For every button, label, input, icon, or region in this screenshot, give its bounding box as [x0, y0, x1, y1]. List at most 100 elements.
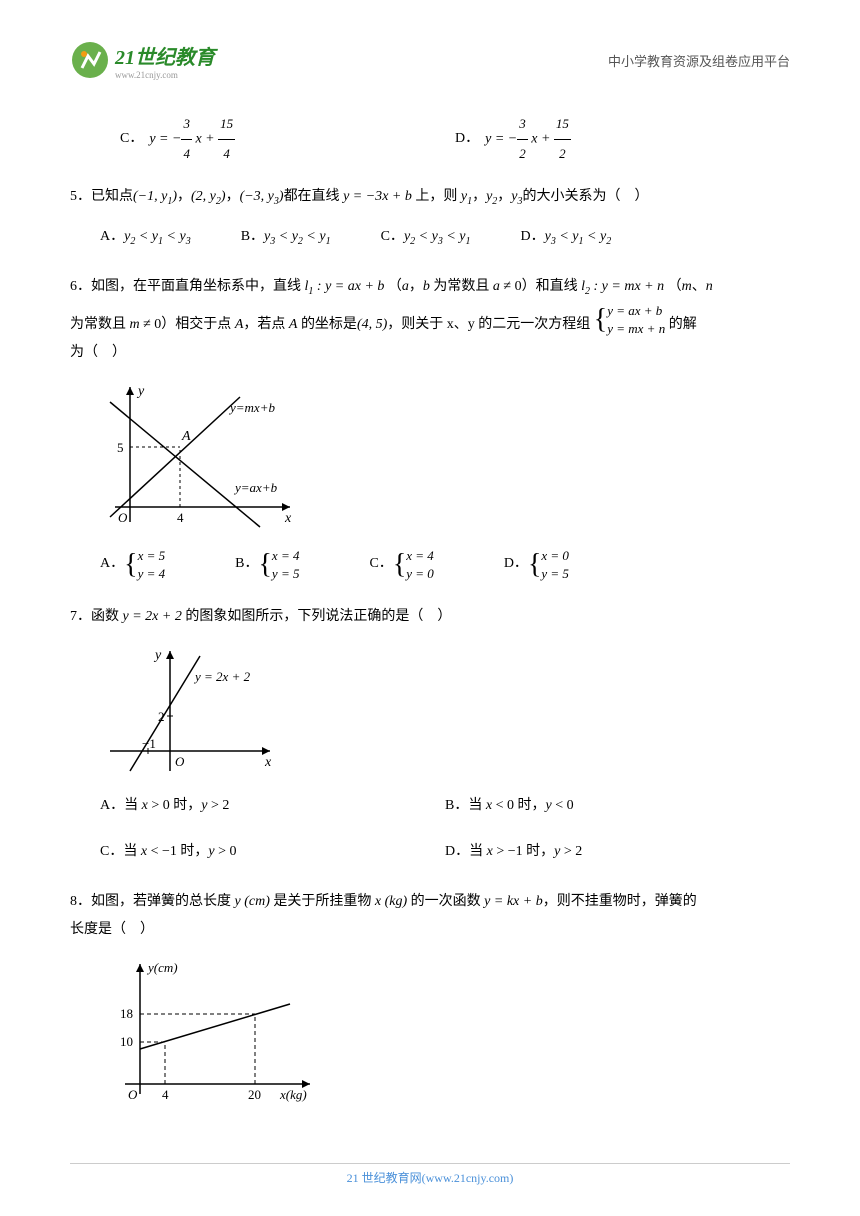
q5-number: 5．: [70, 189, 91, 204]
q5-p2: (2, y2): [191, 189, 226, 204]
l: A．: [100, 791, 124, 822]
q5-c2: ，: [226, 189, 240, 204]
q5-c1: ，: [177, 189, 191, 204]
q6b: B．{x = 4y = 5: [235, 547, 299, 583]
logo-icon: [70, 40, 110, 80]
q6l1: l1 : y = ax + b: [301, 279, 388, 294]
q5-opt-c: C．y2 < y3 < y1: [381, 222, 471, 253]
q6pa: (4, 5): [357, 317, 387, 332]
q8-graph: 18 10 4 20 O x(kg) y(cm): [100, 954, 790, 1104]
q7-graph: 2 −1 O x y y = 2x + 2: [100, 641, 790, 781]
svg-text:4: 4: [162, 1087, 169, 1102]
option-label-d: D．: [455, 124, 479, 155]
t: 长度是（ ）: [70, 922, 154, 937]
q6n: 6．: [70, 279, 91, 294]
t: 是关于所挂重物: [273, 894, 371, 909]
page-header: 21世纪教育 www.21cnjy.com 中小学教育资源及组卷应用平台: [70, 40, 790, 80]
e: y = 5: [541, 565, 569, 583]
n: 8．: [70, 894, 91, 909]
q7a: A．当 x > 0 时，y > 2: [100, 791, 445, 822]
q5-p1: (−1, y1): [133, 189, 177, 204]
q4-optc-math: y = −34 x + 154: [149, 110, 235, 168]
logo-text: 21世纪教育: [115, 47, 215, 69]
svg-text:5: 5: [117, 440, 124, 455]
q6-graph: A 5 4 O x y y=mx+b y=ax+b: [100, 377, 790, 537]
q5-t1: 已知点: [91, 189, 133, 204]
svg-text:−1: −1: [142, 736, 156, 751]
q5a: y2 < y1 < y3: [124, 222, 191, 253]
t: 当 x > −1 时，y > 2: [469, 837, 582, 868]
l: D．: [504, 549, 528, 580]
t: 当 x < 0 时，y < 0: [468, 791, 573, 822]
q4-option-d: D． y = −32 x + 152: [455, 110, 790, 168]
logo-url: www.21cnjy.com: [115, 70, 215, 80]
q5-options: A．y2 < y1 < y3 B．y3 < y2 < y1 C．y2 < y3 …: [100, 222, 790, 253]
svg-text:x: x: [284, 511, 292, 526]
q5-y1: y1: [457, 189, 472, 204]
q6a: A．{x = 5y = 4: [100, 547, 165, 583]
q6t2: （a，b 为常数且 a ≠ 0）和直线: [388, 279, 578, 294]
q5-t3: 上，则: [415, 189, 457, 204]
q8x: x (kg): [371, 894, 410, 909]
svg-text:18: 18: [120, 1006, 133, 1021]
q7d: D．当 x > −1 时，y > 2: [445, 837, 790, 868]
q5-c3: ，: [472, 189, 486, 204]
q4-options-cd: C． y = −34 x + 154 D． y = −32 x + 152: [120, 110, 790, 168]
t: 的图象如图所示，下列说法正确的是（ ）: [185, 609, 451, 624]
q5b: y3 < y2 < y1: [264, 222, 331, 253]
svg-text:y=ax+b: y=ax+b: [233, 480, 278, 495]
svg-text:20: 20: [248, 1087, 261, 1102]
svg-text:O: O: [175, 754, 185, 769]
svg-text:x: x: [264, 755, 272, 770]
t: 如图，若弹簧的总长度: [91, 894, 231, 909]
page-footer: 21 世纪教育网(www.21cnjy.com): [70, 1163, 790, 1186]
q5-text: 5．已知点(−1, y1)，(2, y2)，(−3, y3)都在直线 y = −…: [70, 183, 790, 212]
option-label-c: C．: [120, 124, 143, 155]
q6-system: {y = ax + by = mx + n: [594, 302, 665, 338]
lbl: B．: [241, 222, 264, 253]
q5-y3: y3: [511, 189, 522, 204]
q7eq: y = 2x + 2: [119, 609, 185, 624]
l: C．: [369, 549, 392, 580]
e: y = 4: [138, 565, 166, 583]
t: 当 x < −1 时，y > 0: [123, 837, 236, 868]
q8-text: 8．如图，若弹簧的总长度 y (cm) 是关于所挂重物 x (kg) 的一次函数…: [70, 888, 790, 944]
q6t4: 为常数且 m ≠ 0）相交于点 A，若点 A 的坐标是: [70, 317, 357, 332]
svg-text:y: y: [153, 648, 162, 663]
q5-t4: 的大小关系为（ ）: [523, 189, 649, 204]
q5-eq: y = −3x + b: [340, 189, 416, 204]
lbl: C．: [381, 222, 404, 253]
q8y: y (cm): [231, 894, 273, 909]
svg-text:10: 10: [120, 1034, 133, 1049]
q5c: y2 < y3 < y1: [404, 222, 471, 253]
svg-text:O: O: [118, 510, 128, 525]
svg-text:O: O: [128, 1087, 138, 1102]
q6d: D．{x = 0y = 5: [504, 547, 569, 583]
q5-opt-b: B．y3 < y2 < y1: [241, 222, 331, 253]
q6e1: y = ax + b: [607, 302, 665, 320]
q6-options: A．{x = 5y = 4 B．{x = 4y = 5 C．{x = 4y = …: [100, 547, 790, 583]
l: B．: [235, 549, 258, 580]
q5-t2: 都在直线: [284, 189, 340, 204]
q6c: C．{x = 4y = 0: [369, 547, 433, 583]
t: 的一次函数: [411, 894, 481, 909]
svg-text:y: y: [136, 384, 145, 399]
q5-y2: y2: [486, 189, 497, 204]
q5-opt-d: D．y3 < y1 < y2: [521, 222, 612, 253]
svg-text:y(cm): y(cm): [146, 960, 178, 975]
q5d: y3 < y1 < y2: [545, 222, 612, 253]
svg-text:x(kg): x(kg): [279, 1087, 307, 1102]
q6-text: 6．如图，在平面直角坐标系中，直线 l1 : y = ax + b （a，b 为…: [70, 273, 790, 367]
question-5: 5．已知点(−1, y1)，(2, y2)，(−3, y3)都在直线 y = −…: [70, 183, 790, 253]
q8eq: y = kx + b: [481, 894, 543, 909]
q7-options-cd: C．当 x < −1 时，y > 0 D．当 x > −1 时，y > 2: [100, 837, 790, 868]
l: D．: [445, 837, 469, 868]
q7-options-ab: A．当 x > 0 时，y > 2 B．当 x < 0 时，y < 0: [100, 791, 790, 822]
question-8: 8．如图，若弹簧的总长度 y (cm) 是关于所挂重物 x (kg) 的一次函数…: [70, 888, 790, 1104]
t: ，则不挂重物时，弹簧的: [543, 894, 697, 909]
q5-c4: ，: [497, 189, 511, 204]
lbl: A．: [100, 222, 124, 253]
q7-text: 7．函数 y = 2x + 2 的图象如图所示，下列说法正确的是（ ）: [70, 603, 790, 631]
e: x = 5: [138, 547, 166, 565]
q6t1: 如图，在平面直角坐标系中，直线: [91, 279, 301, 294]
